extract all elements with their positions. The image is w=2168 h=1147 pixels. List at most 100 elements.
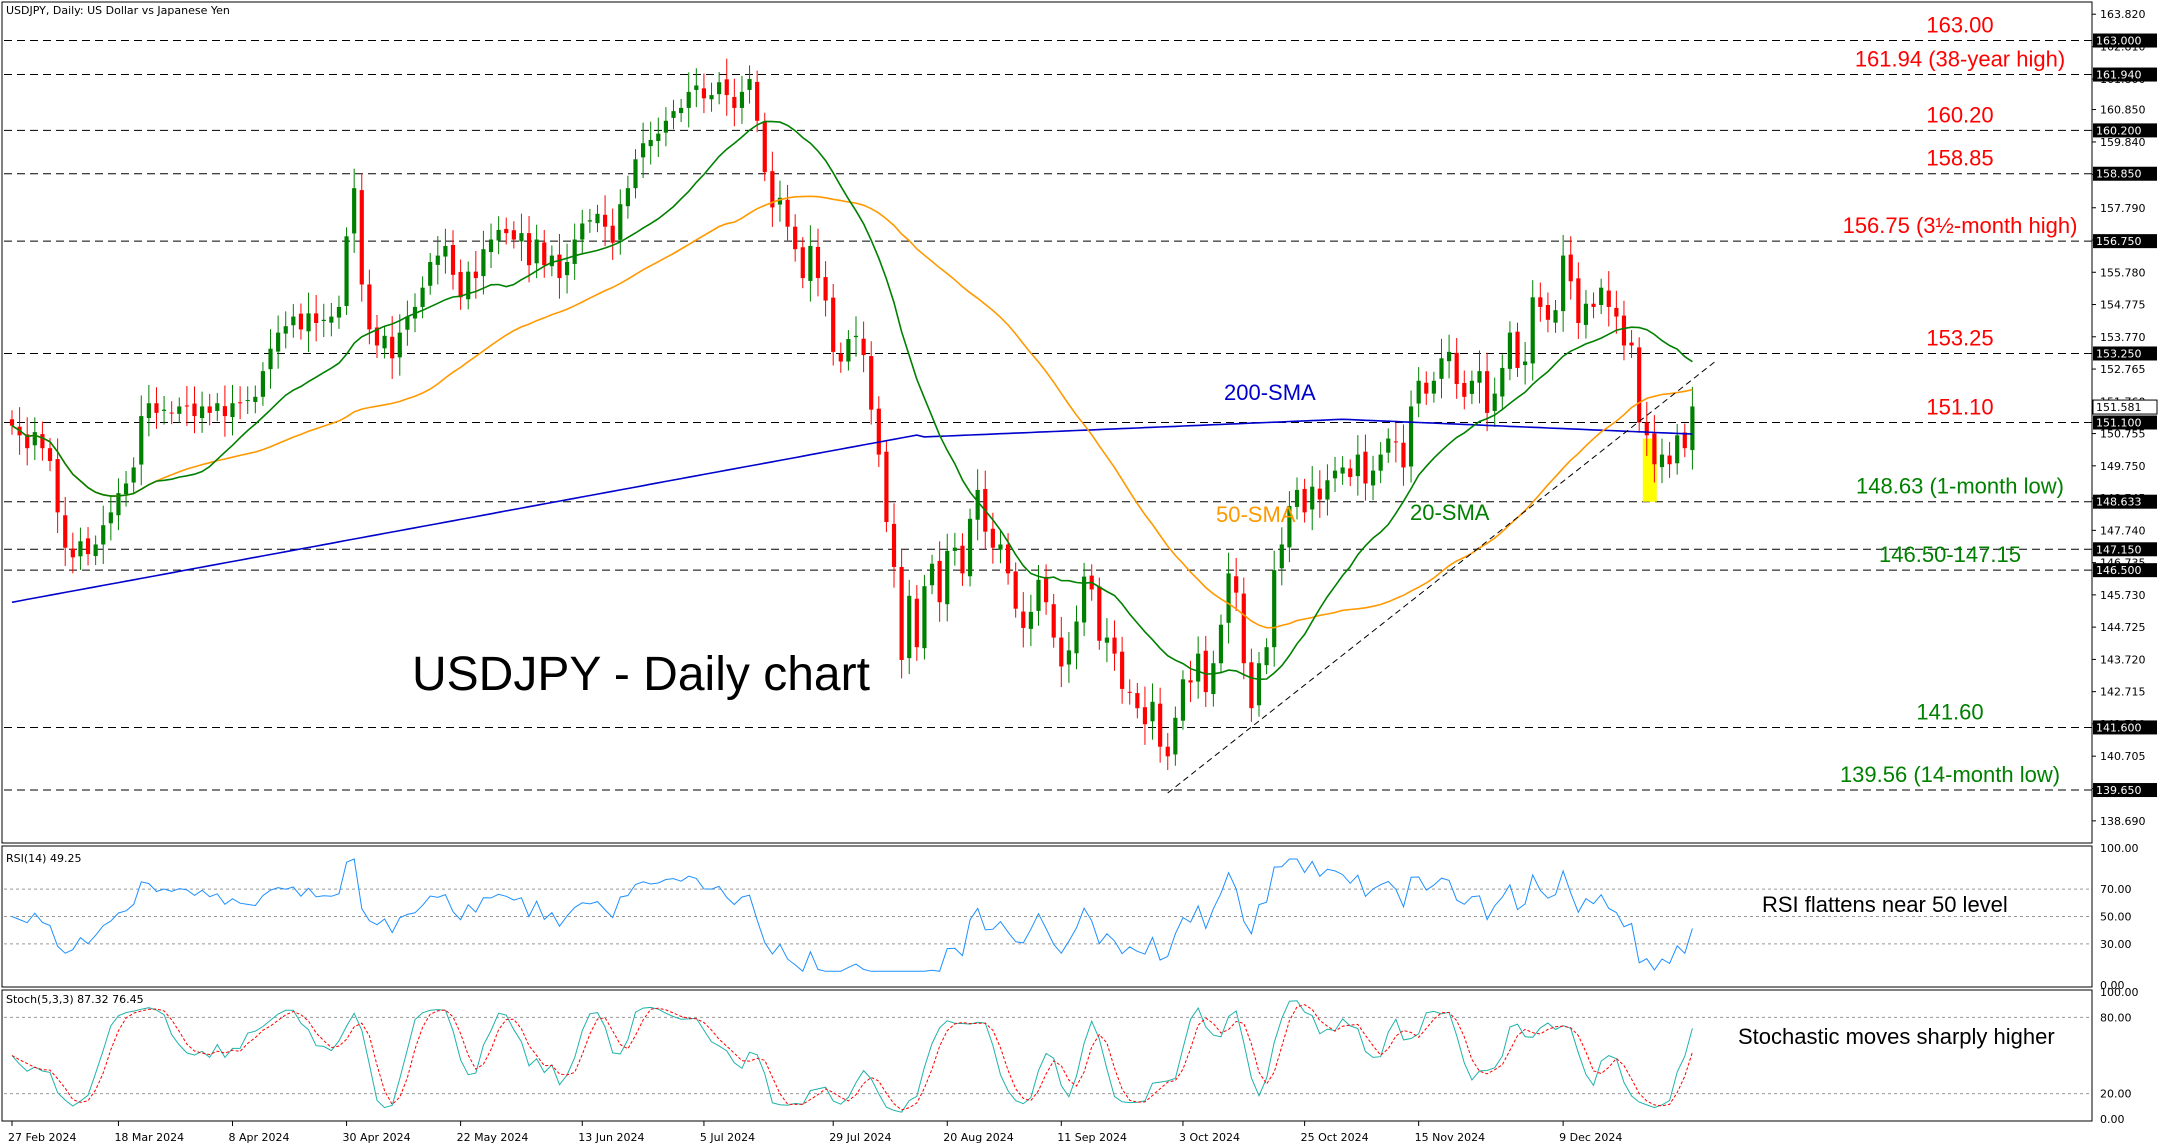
candle-body [853, 335, 859, 338]
candle-body [1530, 297, 1535, 364]
candle-body [101, 525, 106, 545]
candle-body [595, 213, 600, 224]
stoch-d-line [11, 1004, 1693, 1111]
stoch-annotation: Stochastic moves sharply higher [1738, 1024, 2055, 1049]
level-axis-label: 141.600 [2096, 721, 2142, 734]
candle-body [914, 598, 919, 648]
candle-body [1218, 624, 1224, 664]
candle-body [625, 188, 630, 207]
candle-body [755, 81, 760, 121]
rsi-indicator: 100.00 70.00 50.00 30.00 0.00 [4, 842, 2139, 992]
candle-body [1606, 290, 1611, 307]
date-tick-label: 13 Jun 2024 [578, 1131, 644, 1144]
candle-body [1370, 470, 1376, 486]
candle-body [564, 262, 570, 276]
candle-body [542, 242, 547, 266]
stoch-tick-label: 100.00 [2100, 986, 2139, 999]
candle-body [443, 245, 448, 257]
sma50-line [11, 195, 1693, 629]
candle-body [123, 483, 129, 495]
candle-body [1279, 544, 1284, 569]
rsi-header: RSI(14) 49.25 [6, 852, 81, 865]
date-tick-label: 18 Mar 2024 [114, 1131, 184, 1144]
candle-body [671, 111, 676, 118]
sma20-label: 20-SMA [1410, 500, 1490, 525]
chart-header: USDJPY, Daily: US Dollar vs Japanese Yen [6, 4, 230, 17]
candle-body [549, 255, 554, 267]
candle-body [618, 204, 623, 240]
candle-body [770, 171, 775, 208]
rsi-tick-label: 0.00 [2100, 979, 2125, 992]
candle-body [785, 199, 790, 227]
price-tick-label: 144.725 [2100, 621, 2146, 634]
level-axis-label: 161.940 [2096, 69, 2142, 82]
level-axis-box [2093, 234, 2157, 249]
candle-body [526, 233, 532, 266]
level-annotation: 163.00 [1926, 13, 1993, 38]
candle-body [1454, 352, 1459, 384]
candle-body [1561, 255, 1566, 312]
candle-body [762, 121, 767, 173]
level-axis-box [2093, 123, 2157, 138]
candle-body [1477, 371, 1482, 383]
candle-body [253, 396, 258, 402]
date-tick-label: 9 Dec 2024 [1559, 1131, 1622, 1144]
candle-body [428, 262, 433, 286]
candle-body [488, 239, 494, 253]
candle-body [831, 297, 836, 352]
candle-body [1637, 347, 1642, 423]
candle-body [838, 353, 843, 362]
level-axis-label: 139.650 [2096, 784, 2142, 797]
candle-body [602, 214, 608, 227]
candle-body [709, 95, 714, 100]
candle-body [314, 313, 319, 323]
candle-body [1462, 383, 1467, 397]
candle-body [1469, 380, 1474, 394]
candle-body [945, 550, 950, 605]
date-tick-label: 8 Apr 2024 [229, 1131, 290, 1144]
candle-body [321, 319, 326, 322]
candle-body [116, 493, 121, 516]
candle-body [717, 82, 722, 95]
candle-body [815, 246, 821, 279]
date-tick-label: 27 Feb 2024 [8, 1131, 76, 1144]
candle-body [656, 133, 661, 141]
level-axis-box [2093, 542, 2157, 557]
level-axis-box [2093, 415, 2157, 430]
candle-body [169, 412, 174, 414]
level-axis-box [2093, 346, 2157, 361]
candle-body [139, 416, 144, 465]
price-tick-label: 154.775 [2100, 299, 2146, 312]
candle-body [800, 247, 805, 279]
candle-body [747, 79, 752, 90]
candle-body [63, 515, 68, 548]
price-tick-label: 142.715 [2100, 686, 2146, 699]
candle-body [899, 566, 904, 661]
date-tick-label: 15 Nov 2024 [1415, 1131, 1485, 1144]
candle-body [1538, 297, 1543, 307]
candle-body [1043, 576, 1049, 603]
trendline [1167, 361, 1716, 794]
level-axis-box [2093, 33, 2157, 48]
candle-body [306, 313, 311, 332]
candle-body [1135, 693, 1140, 709]
candle-body [793, 226, 798, 250]
candle-body [177, 406, 182, 414]
level-axis-label: 160.200 [2096, 124, 2142, 137]
candle-body [884, 451, 889, 523]
candle-body [78, 541, 83, 557]
candle-body [1013, 571, 1018, 609]
candle-body [1348, 468, 1353, 478]
candle-body [1507, 332, 1513, 369]
price-tick-label: 163.820 [2100, 8, 2146, 21]
candle-body [405, 316, 410, 330]
level-axis-box [2093, 67, 2157, 82]
candle-body [739, 91, 745, 108]
candle-body [207, 406, 212, 413]
candle-body [1492, 393, 1497, 411]
price-tick-label: 147.740 [2100, 524, 2146, 537]
candle-body [268, 348, 273, 370]
candle-body [1431, 380, 1436, 394]
level-axis-label: 151.100 [2096, 417, 2142, 430]
candle-body [1097, 586, 1102, 641]
